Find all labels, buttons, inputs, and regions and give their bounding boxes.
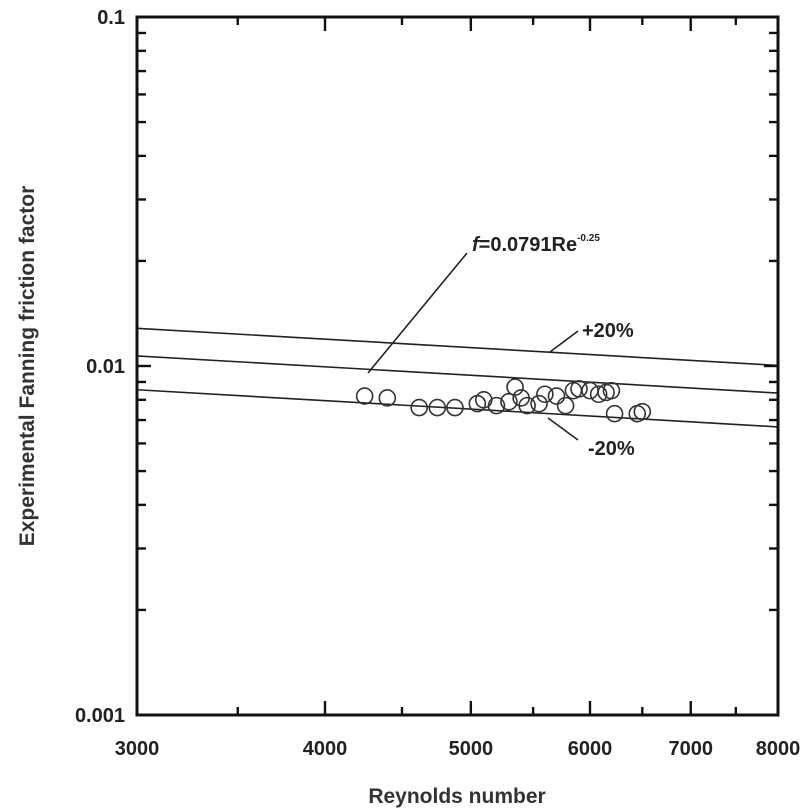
data-point (487, 396, 506, 415)
lower-band-leader-line (547, 417, 579, 441)
tick-labels: 3000 4000 5000 6000 7000 8000 0.001 0.01 0.1 (75, 7, 800, 760)
data-point (556, 396, 575, 415)
data-point (547, 387, 566, 405)
data-point (410, 398, 428, 417)
x-tick-label: 6000 (568, 738, 613, 760)
y-tick-label: 0.001 (75, 705, 125, 727)
plot-frame (135, 15, 780, 717)
x-tick-label: 5000 (449, 738, 494, 760)
correlation-label-main: =0.0791Re (479, 234, 577, 256)
x-axis-title: Reynolds number (368, 785, 545, 808)
data-point (633, 402, 652, 421)
data-point (355, 387, 374, 405)
upper-band-label: +20% (582, 320, 634, 342)
x-tick-label: 8000 (756, 738, 801, 760)
data-point (378, 389, 397, 407)
annotations: f=0.0791Re-0.25 +20% -20% (367, 233, 635, 460)
data-point (518, 396, 536, 415)
data-point (536, 385, 554, 404)
y-tick-label: 0.01 (86, 356, 125, 378)
data-point (581, 381, 599, 400)
data-point (530, 394, 548, 413)
data-point (506, 378, 524, 396)
x-tick-label: 3000 (115, 738, 160, 760)
data-points (355, 378, 652, 423)
upper-band-line (136, 327, 779, 367)
data-point (446, 398, 464, 417)
y-tick-label: 0.1 (97, 7, 125, 29)
data-point (500, 392, 518, 411)
upper-band-leader-line (549, 330, 579, 353)
data-point (428, 398, 447, 417)
correlation-label: f=0.0791Re-0.25 (472, 233, 600, 256)
axis-ticks (135, 17, 780, 717)
x-tick-label: 7000 (668, 738, 713, 760)
correlation-lines (136, 327, 779, 428)
correlation-label-symbol: f (472, 234, 481, 256)
data-point (589, 385, 608, 404)
x-tick-label: 4000 (303, 738, 348, 760)
correlation-line (136, 355, 779, 394)
data-point (602, 381, 621, 400)
lower-band-line (136, 388, 779, 428)
data-point (570, 380, 588, 398)
data-point (605, 404, 624, 423)
y-axis-title: Experimental Fanning friction factor (16, 186, 39, 547)
correlation-label-exponent: -0.25 (577, 233, 600, 244)
correlation-leader-line (367, 252, 468, 374)
lower-band-label: -20% (588, 438, 635, 460)
